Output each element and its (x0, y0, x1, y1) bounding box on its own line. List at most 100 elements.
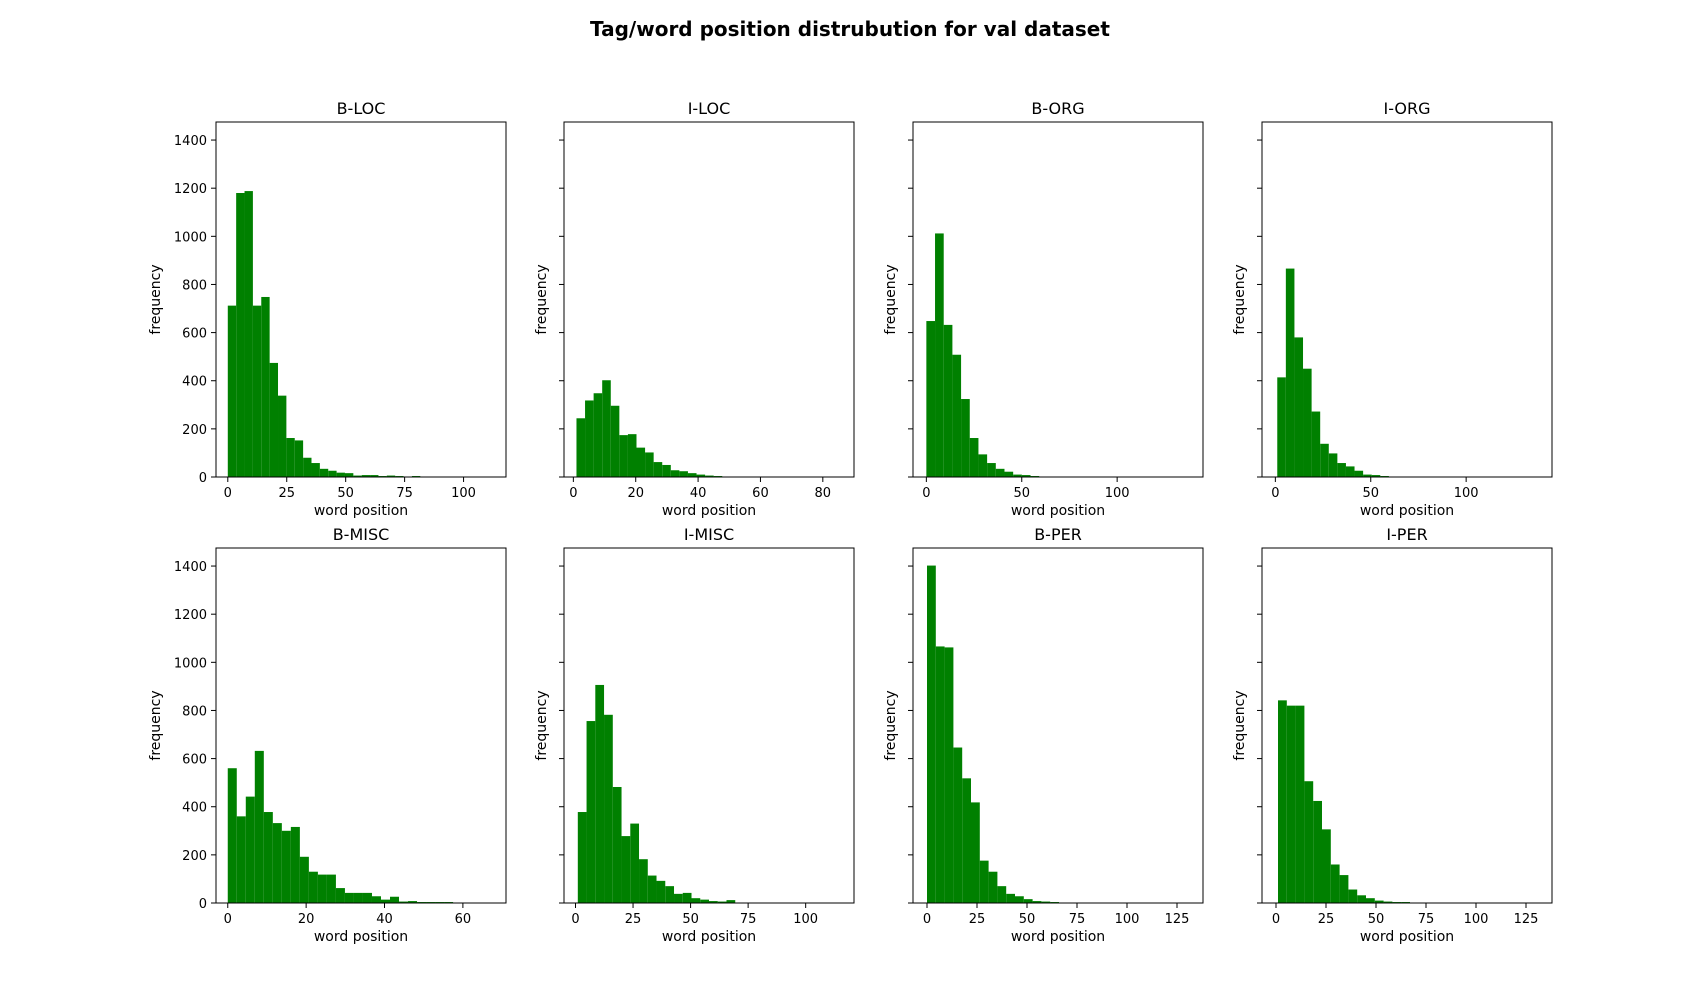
x-axis-label: word position (314, 929, 408, 945)
histogram-bar (971, 802, 980, 903)
histogram-bar (696, 474, 706, 477)
histogram-bar (691, 898, 701, 903)
y-tick-label: 400 (182, 801, 207, 816)
y-tick-label: 600 (182, 327, 207, 342)
histogram-bar (245, 796, 255, 903)
y-axis-label: frequency (534, 690, 550, 760)
histogram-bar (717, 901, 727, 903)
y-tick-label: 200 (182, 849, 207, 864)
histogram-bar (926, 321, 936, 477)
y-tick-label: 200 (182, 423, 207, 438)
y-tick-label: 600 (182, 753, 207, 768)
histogram-bar (227, 305, 237, 477)
histogram-bar (252, 305, 262, 477)
histogram-bar (610, 405, 620, 477)
histogram-bar (700, 899, 709, 903)
y-axis-label: frequency (1232, 690, 1248, 760)
x-tick-label: 0 (1272, 912, 1280, 927)
x-tick-label: 100 (451, 486, 476, 501)
histogram-bar (236, 193, 245, 477)
x-tick-label: 0 (1271, 486, 1279, 501)
histogram-bar (1295, 705, 1305, 903)
x-axis-label: word position (1011, 929, 1105, 945)
histogram-bar (371, 896, 381, 903)
x-tick-label: 75 (740, 912, 757, 927)
x-axis-label: word position (1360, 929, 1454, 945)
histogram-bar (1348, 889, 1358, 903)
y-axis-label: frequency (148, 690, 164, 760)
histogram-bar (311, 463, 320, 477)
histogram-bar (299, 856, 309, 903)
histogram-bar (577, 812, 587, 903)
histogram-bar (935, 646, 945, 903)
histogram-bar (645, 452, 654, 477)
histogram-bar (1004, 471, 1014, 477)
histogram-bar (227, 768, 237, 903)
histogram-bar (362, 892, 372, 903)
histogram-bar (602, 380, 611, 477)
x-tick-label: 50 (682, 912, 699, 927)
histogram-bar (303, 457, 312, 477)
histogram-bar (619, 435, 628, 477)
x-tick-label: 0 (224, 486, 232, 501)
histogram-bar (653, 462, 663, 477)
y-tick-label: 1200 (174, 182, 207, 197)
y-tick-label: 1400 (174, 134, 207, 149)
x-tick-label: 20 (627, 486, 644, 501)
histogram-bar (709, 901, 718, 903)
histogram-bar (308, 871, 318, 903)
y-axis-label: frequency (883, 264, 899, 334)
y-tick-label: 0 (199, 471, 207, 486)
x-tick-label: 50 (1019, 912, 1036, 927)
histogram-bar (1311, 411, 1321, 477)
histogram-bar (290, 826, 300, 903)
x-tick-label: 100 (1454, 486, 1479, 501)
x-axis-label: word position (662, 929, 756, 945)
x-tick-label: 50 (337, 486, 354, 501)
histogram-bar (612, 786, 622, 903)
histogram-bar (370, 475, 379, 477)
x-tick-label: 40 (376, 912, 393, 927)
histogram-bar (317, 874, 327, 903)
histogram-bar (399, 901, 409, 903)
histogram-bar (726, 900, 736, 903)
histogram-bar (326, 874, 336, 903)
histogram-bar (1021, 475, 1031, 477)
axes-frame (912, 547, 1204, 904)
histogram-bar (1322, 829, 1331, 903)
histogram-bar (961, 399, 970, 477)
histogram-bar (1339, 875, 1349, 903)
x-tick-label: 25 (969, 912, 986, 927)
histogram-bar (1366, 898, 1375, 903)
histogram-bar (1374, 900, 1384, 903)
histogram-bar (261, 296, 270, 477)
histogram-bar (978, 454, 988, 477)
histogram-bar (586, 721, 596, 903)
histogram-bar (595, 684, 605, 903)
histogram-bar (647, 875, 657, 903)
histogram-bar (662, 464, 671, 477)
histogram-bar (286, 438, 295, 477)
histogram-bar (1345, 466, 1355, 477)
x-tick-label: 0 (923, 912, 931, 927)
histogram-bar (576, 418, 586, 477)
histogram-bar (328, 470, 337, 477)
y-tick-label: 0 (199, 897, 207, 912)
histogram-bar (593, 393, 603, 477)
y-tick-label: 800 (182, 278, 207, 293)
y-tick-label: 1000 (174, 656, 207, 671)
y-tick-label: 1000 (174, 230, 207, 245)
histogram-bar (1303, 368, 1312, 477)
x-tick-label: 0 (569, 486, 577, 501)
histogram-bar (1286, 705, 1296, 903)
histogram-panel: I-MISC 0 25 50 75 100 word position frequency (534, 525, 855, 945)
y-axis-label: frequency (1232, 264, 1248, 334)
histogram-bar (636, 447, 646, 477)
histogram-bar (254, 750, 264, 903)
histogram-bar (953, 747, 963, 903)
x-tick-label: 100 (793, 912, 818, 927)
